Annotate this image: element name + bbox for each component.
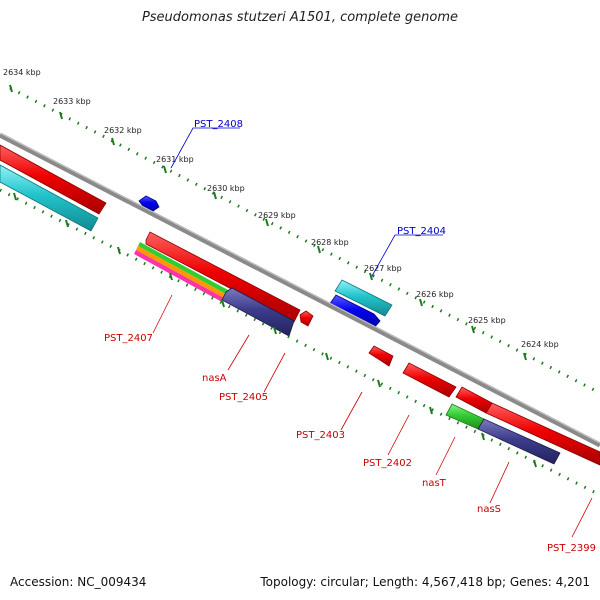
gene-pst2405[interactable] xyxy=(221,287,295,337)
gene-nasA-orange[interactable] xyxy=(136,246,226,298)
leader-pst2408 xyxy=(170,127,240,169)
gene-nasA-green[interactable] xyxy=(138,242,228,294)
accession-text: Accession: NC_009434 xyxy=(10,575,147,589)
gene-pst2399[interactable] xyxy=(485,402,600,466)
gene-label-pst2408[interactable]: PST_2408 xyxy=(194,119,243,130)
leader-pst2403 xyxy=(340,391,363,431)
leader-pst2404 xyxy=(371,234,443,277)
gene-red-forward-left[interactable] xyxy=(0,144,107,215)
gene-label-pst2407[interactable]: PST_2407 xyxy=(104,333,153,344)
ruler-label: 2630 kbp xyxy=(207,184,245,193)
map-title: Pseudomonas stutzeri A1501, complete gen… xyxy=(141,10,459,25)
gene-pst2403[interactable] xyxy=(368,345,394,367)
leader-pst2402 xyxy=(387,414,410,456)
genome-backbone xyxy=(0,132,600,448)
gene-pst2402[interactable] xyxy=(402,362,457,398)
gene-label-pst2402[interactable]: PST_2402 xyxy=(363,458,412,469)
forward-strand-genes xyxy=(138,195,393,330)
gene-nasS-navy[interactable] xyxy=(477,418,561,465)
leader-nasT xyxy=(435,436,456,476)
inner-ruler-track xyxy=(0,188,600,497)
gene-pst2408[interactable] xyxy=(138,195,160,212)
ruler-label: 2624 kbp xyxy=(521,340,559,349)
gene-pst2404-cyan[interactable] xyxy=(334,279,393,317)
gene-label-pst2404[interactable]: PST_2404 xyxy=(397,226,446,237)
reverse-labels: PST_2407 nasA PST_2405 PST_2403 PST_2402… xyxy=(104,333,596,554)
gene-nasA-magenta[interactable] xyxy=(134,250,224,302)
ruler-label: 2632 kbp xyxy=(104,126,142,135)
gene-cyan-forward-left[interactable] xyxy=(0,164,99,232)
gene-label-pst2405[interactable]: PST_2405 xyxy=(219,392,268,403)
leader-pst2407 xyxy=(152,294,173,334)
forward-labels: PST_2408 PST_2404 xyxy=(194,119,446,237)
gene-label-nasA[interactable]: nasA xyxy=(202,373,227,384)
gene-label-nasS[interactable]: nasS xyxy=(477,504,501,515)
reverse-label-leaders xyxy=(152,294,593,538)
reverse-strand-genes xyxy=(134,231,600,466)
leader-nasS xyxy=(489,461,510,504)
leader-pst2405 xyxy=(263,352,286,393)
outer-ruler-track xyxy=(9,84,600,395)
forward-label-leaders xyxy=(170,127,443,277)
outer-ruler-major-ticks xyxy=(9,84,527,361)
ruler-label: 2629 kbp xyxy=(258,211,296,220)
ruler-label: 2634 kbp xyxy=(3,68,41,77)
ruler-label: 2628 kbp xyxy=(311,238,349,247)
leader-pst2399 xyxy=(571,497,593,538)
ruler-label: 2627 kbp xyxy=(364,264,402,273)
ruler-label: 2625 kbp xyxy=(468,316,506,325)
ruler-label: 2633 kbp xyxy=(53,97,91,106)
ruler-label: 2631 kbp xyxy=(156,155,194,164)
inner-ruler-major-ticks xyxy=(13,192,537,468)
gene-label-nasT[interactable]: nasT xyxy=(422,478,447,489)
gene-pst2405-small[interactable] xyxy=(299,310,314,327)
genome-backbone-highlight xyxy=(0,132,600,444)
gene-pst2407[interactable] xyxy=(145,231,301,323)
gene-label-pst2399[interactable]: PST_2399 xyxy=(547,543,596,554)
leader-nasA xyxy=(227,334,250,371)
ruler-label: 2626 kbp xyxy=(416,290,454,299)
gene-label-pst2403[interactable]: PST_2403 xyxy=(296,430,345,441)
genome-summary-text: Topology: circular; Length: 4,567,418 bp… xyxy=(260,575,590,589)
ruler-labels: 2634 kbp 2633 kbp 2632 kbp 2631 kbp 2630… xyxy=(3,68,559,349)
